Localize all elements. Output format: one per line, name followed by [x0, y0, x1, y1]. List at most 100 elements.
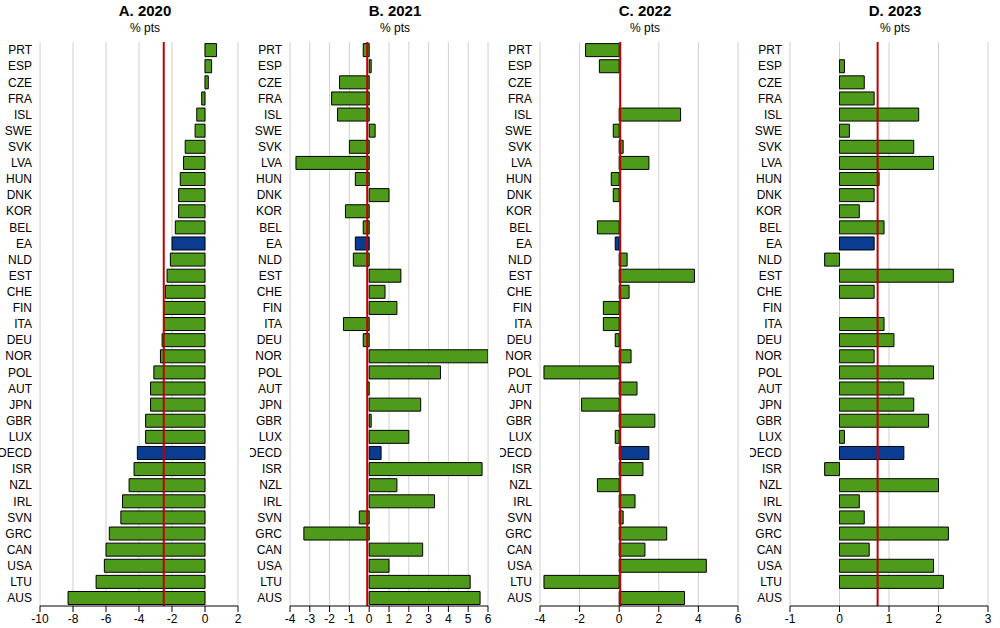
svg-text:2: 2 [235, 612, 242, 626]
svg-text:GRC: GRC [8, 527, 32, 541]
svg-text:SWE: SWE [8, 124, 32, 138]
svg-text:KOR: KOR [256, 204, 282, 218]
svg-text:LUX: LUX [509, 430, 532, 444]
svg-text:NZL: NZL [9, 478, 32, 492]
svg-text:-3: -3 [304, 612, 315, 626]
svg-text:NOR: NOR [255, 349, 282, 363]
svg-text:AUT: AUT [758, 382, 783, 396]
svg-text:HUN: HUN [756, 172, 782, 186]
svg-text:GBR: GBR [8, 414, 32, 428]
svg-text:EA: EA [16, 237, 32, 251]
svg-text:-2: -2 [324, 612, 335, 626]
svg-text:FIN: FIN [513, 301, 532, 315]
svg-text:FRA: FRA [508, 92, 532, 106]
svg-text:SVK: SVK [258, 140, 282, 154]
svg-text:AUS: AUS [8, 591, 32, 605]
svg-text:DEU: DEU [8, 333, 32, 347]
svg-text:ISR: ISR [512, 462, 532, 476]
svg-text:OECD: OECD [8, 446, 32, 460]
svg-text:CZE: CZE [258, 76, 282, 90]
svg-text:GRC: GRC [505, 527, 532, 541]
svg-text:-2: -2 [167, 612, 178, 626]
svg-text:NLD: NLD [258, 253, 282, 267]
svg-text:SVN: SVN [8, 511, 32, 525]
svg-text:CAN: CAN [757, 543, 782, 557]
svg-text:LVA: LVA [511, 156, 532, 170]
svg-text:BEL: BEL [9, 221, 32, 235]
svg-text:NOR: NOR [8, 349, 32, 363]
svg-text:DNK: DNK [757, 188, 782, 202]
svg-text:3: 3 [425, 612, 432, 626]
svg-text:GBR: GBR [256, 414, 282, 428]
svg-text:ISL: ISL [264, 108, 282, 122]
svg-text:CAN: CAN [507, 543, 532, 557]
svg-text:NZL: NZL [759, 478, 782, 492]
svg-text:POL: POL [508, 366, 532, 380]
svg-text:USA: USA [757, 559, 782, 573]
svg-text:0: 0 [616, 612, 623, 626]
svg-text:AUS: AUS [507, 591, 532, 605]
svg-text:CHE: CHE [8, 285, 32, 299]
svg-text:ESP: ESP [508, 59, 532, 73]
svg-text:HUN: HUN [8, 172, 32, 186]
svg-text:-6: -6 [101, 612, 112, 626]
svg-text:-10: -10 [31, 612, 49, 626]
svg-text:EST: EST [509, 269, 533, 283]
svg-text:DNK: DNK [507, 188, 532, 202]
svg-text:OECD: OECD [750, 446, 782, 460]
svg-text:IRL: IRL [763, 495, 782, 509]
svg-text:-2: -2 [574, 612, 585, 626]
svg-text:AUT: AUT [8, 382, 33, 396]
svg-text:6: 6 [485, 612, 492, 626]
svg-text:FIN: FIN [763, 301, 782, 315]
svg-text:0: 0 [366, 612, 373, 626]
svg-text:CAN: CAN [257, 543, 282, 557]
svg-text:ISL: ISL [514, 108, 532, 122]
svg-text:6: 6 [735, 612, 742, 626]
svg-text:CZE: CZE [8, 76, 32, 90]
svg-text:POL: POL [258, 366, 282, 380]
svg-text:FIN: FIN [263, 301, 282, 315]
svg-text:LTU: LTU [260, 575, 282, 589]
svg-text:BEL: BEL [509, 221, 532, 235]
svg-text:NZL: NZL [509, 478, 532, 492]
svg-text:SVN: SVN [507, 511, 532, 525]
svg-text:AUS: AUS [257, 591, 282, 605]
svg-text:GBR: GBR [756, 414, 782, 428]
svg-text:ISR: ISR [262, 462, 282, 476]
svg-text:OECD: OECD [250, 446, 282, 460]
svg-text:SVN: SVN [257, 511, 282, 525]
svg-text:-4: -4 [535, 612, 546, 626]
svg-text:EST: EST [9, 269, 33, 283]
svg-text:LUX: LUX [259, 430, 282, 444]
svg-text:NOR: NOR [755, 349, 782, 363]
svg-text:4: 4 [445, 612, 452, 626]
svg-text:FRA: FRA [258, 92, 282, 106]
svg-text:EST: EST [759, 269, 783, 283]
svg-text:CHE: CHE [757, 285, 782, 299]
svg-text:EA: EA [766, 237, 782, 251]
svg-text:NLD: NLD [758, 253, 782, 267]
svg-text:ITA: ITA [514, 317, 532, 331]
svg-text:JPN: JPN [9, 398, 32, 412]
svg-text:PRT: PRT [758, 43, 782, 57]
svg-text:SVK: SVK [758, 140, 782, 154]
svg-text:-8: -8 [68, 612, 79, 626]
svg-text:NLD: NLD [8, 253, 32, 267]
svg-text:BEL: BEL [259, 221, 282, 235]
svg-text:JPN: JPN [759, 398, 782, 412]
svg-text:-4: -4 [285, 612, 296, 626]
svg-text:KOR: KOR [8, 204, 32, 218]
svg-text:SWE: SWE [505, 124, 532, 138]
svg-text:LUX: LUX [759, 430, 782, 444]
svg-text:CZE: CZE [508, 76, 532, 90]
svg-text:IRL: IRL [513, 495, 532, 509]
svg-text:LTU: LTU [760, 575, 782, 589]
svg-text:GRC: GRC [255, 527, 282, 541]
svg-text:DEU: DEU [757, 333, 782, 347]
svg-text:ISL: ISL [764, 108, 782, 122]
svg-text:ISL: ISL [14, 108, 32, 122]
svg-text:USA: USA [507, 559, 532, 573]
svg-text:ISR: ISR [762, 462, 782, 476]
svg-text:ISR: ISR [12, 462, 32, 476]
